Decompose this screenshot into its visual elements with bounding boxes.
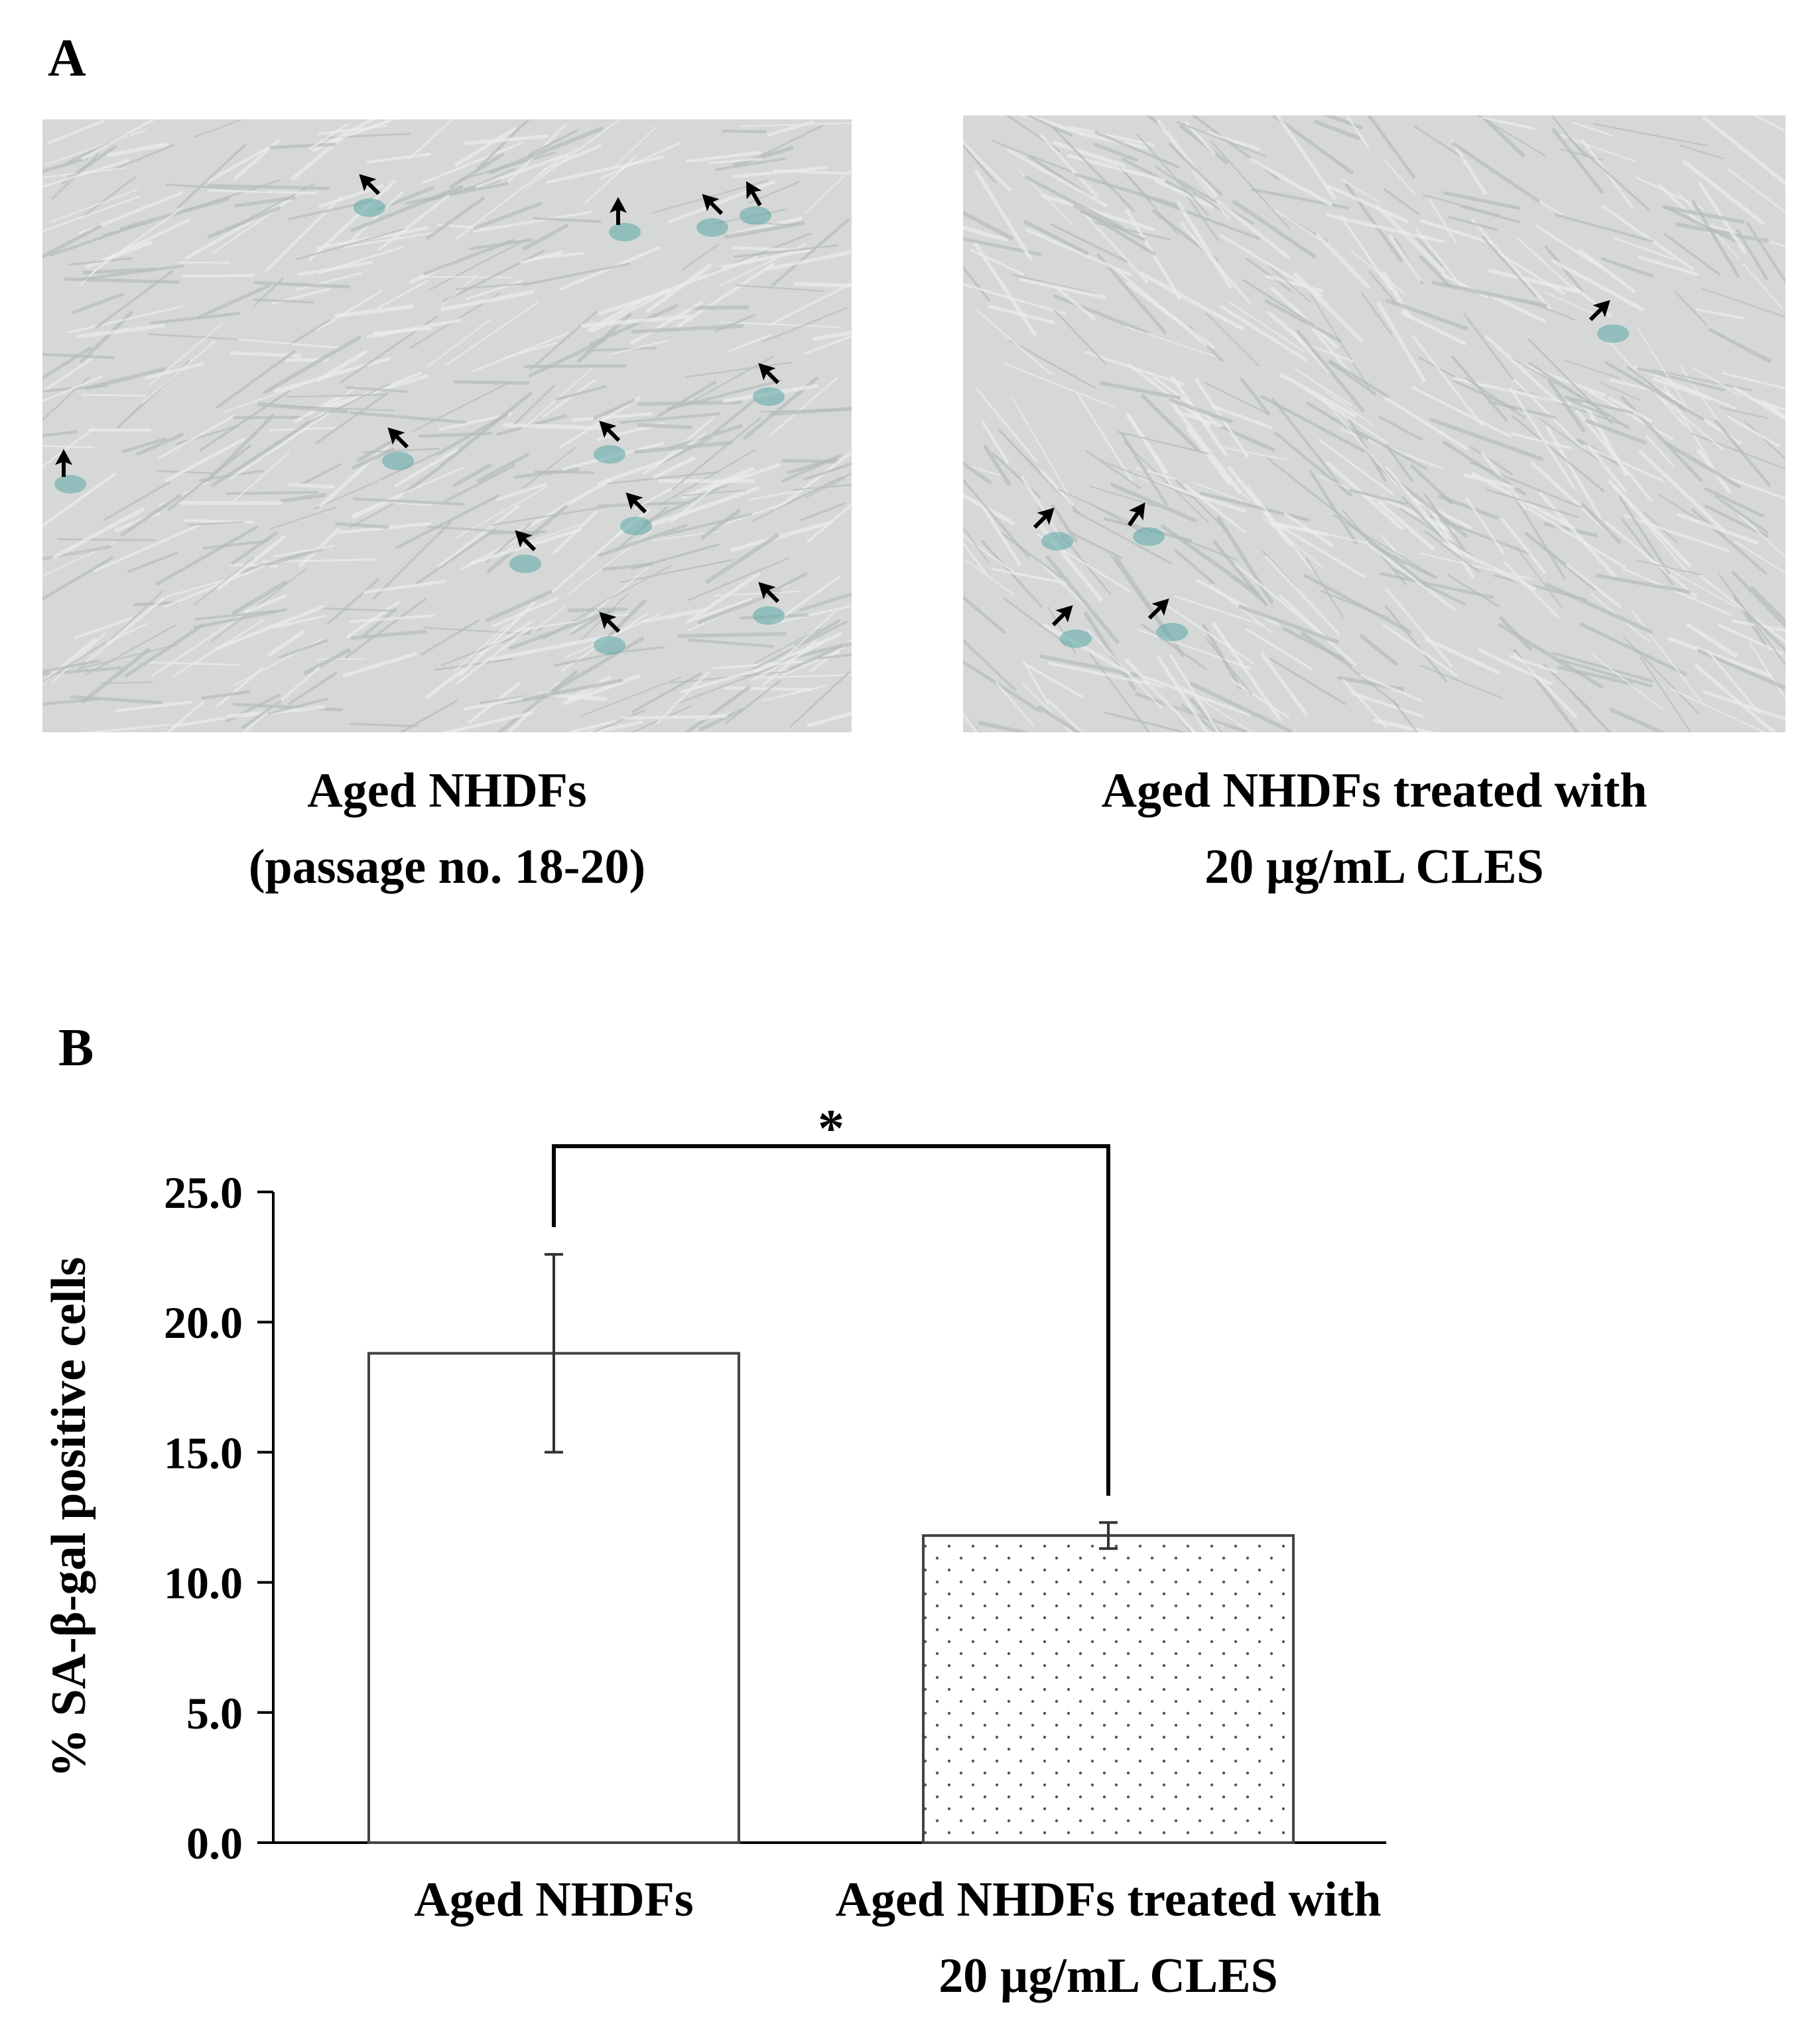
arrow-icon [758, 363, 780, 385]
bar [922, 1534, 1295, 1845]
bar-chart: 0.0 5.0 10.0 15.0 20.0 25.0 % SA-β-gal positiv… [42, 1100, 1386, 2003]
arrow-icon [702, 194, 724, 216]
significance-bracket [552, 1144, 1110, 1496]
arrow-icon [599, 612, 621, 633]
arrow-icon [359, 174, 381, 196]
y-tick-label: 20.0 [164, 1297, 243, 1348]
y-tick-label: 0.0 [186, 1818, 243, 1869]
arrow-icon [1033, 507, 1055, 529]
arrow-icon [610, 197, 627, 225]
y-tick-label: 5.0 [186, 1688, 243, 1739]
arrow-icon [746, 181, 762, 206]
arrow-icon [387, 427, 409, 449]
arrow-icon [1589, 300, 1610, 322]
arrow-icon [1128, 502, 1145, 527]
blue-stain-spots [54, 198, 785, 655]
caption-aged-nhdfs-cles: Aged NHDFs treated with 20 µg/mL CLES [963, 753, 1786, 905]
caption-line-1: Aged NHDFs [307, 763, 587, 818]
panel-a-label: A [48, 29, 86, 88]
panel-b-label: B [58, 1019, 94, 1077]
arrow-icon [1051, 605, 1073, 627]
arrow-icon [625, 492, 647, 514]
cell-texture [42, 119, 852, 732]
y-tick-label: 10.0 [164, 1558, 243, 1609]
arrow-icon [1147, 598, 1169, 620]
x-tick-label: 20 µg/mL CLES [939, 1949, 1277, 2003]
y-tick-label: 15.0 [164, 1427, 243, 1478]
arrow-icon [758, 582, 780, 604]
micrograph-aged-nhdfs [42, 119, 852, 732]
micrograph-aged-nhdfs-cles [963, 115, 1786, 732]
x-tick-label: Aged NHDFs treated with [836, 1873, 1382, 1927]
arrow-icon [515, 530, 537, 552]
caption-aged-nhdfs: Aged NHDFs (passage no. 18-20) [42, 753, 852, 905]
caption-line-2: (passage no. 18-20) [248, 840, 646, 894]
caption-line-1: Aged NHDFs treated with [1101, 763, 1648, 818]
error-bar [1099, 1521, 1118, 1550]
arrow-icon [599, 421, 621, 442]
blue-stain-spots [1041, 324, 1629, 648]
y-tick-label: 25.0 [164, 1167, 243, 1218]
y-axis-label: % SA-β-gal positive cells [42, 1257, 96, 1778]
caption-line-2: 20 µg/mL CLES [1204, 840, 1544, 894]
significance-marker: * [818, 1100, 844, 1158]
x-tick-label: Aged NHDFs [414, 1873, 693, 1927]
arrow-icon [55, 449, 72, 477]
error-bar [545, 1253, 563, 1454]
